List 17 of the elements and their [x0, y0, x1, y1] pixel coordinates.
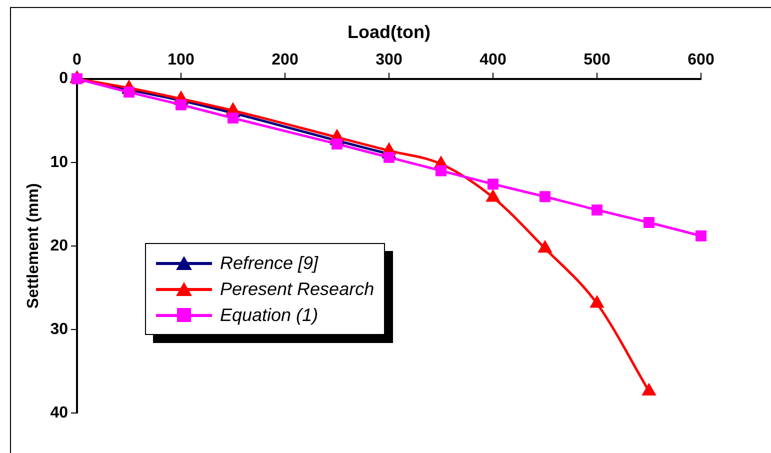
x-tick-label: 500 — [584, 52, 610, 69]
x-tick-label: 200 — [272, 52, 298, 69]
y-tick-label: 0 — [59, 70, 68, 88]
legend-label: Refrence [9] — [220, 252, 318, 274]
legend-label: Equation (1) — [220, 304, 318, 326]
y-tick-label: 10 — [50, 154, 68, 171]
y-tick-label: 40 — [50, 404, 68, 422]
x-tick-label: 0 — [72, 52, 82, 69]
y-axis-title: Settlement (mm) — [25, 183, 42, 309]
x-tick-label: 400 — [480, 52, 506, 69]
x-axis-title: Load(ton) — [348, 22, 430, 42]
legend-label: Peresent Research — [220, 278, 374, 300]
x-tick-label: 300 — [376, 52, 402, 69]
y-tick-label: 20 — [50, 237, 68, 254]
y-tick-label: 30 — [50, 320, 68, 338]
x-tick-label: 100 — [168, 52, 194, 69]
x-tick-label: 600 — [688, 52, 714, 69]
